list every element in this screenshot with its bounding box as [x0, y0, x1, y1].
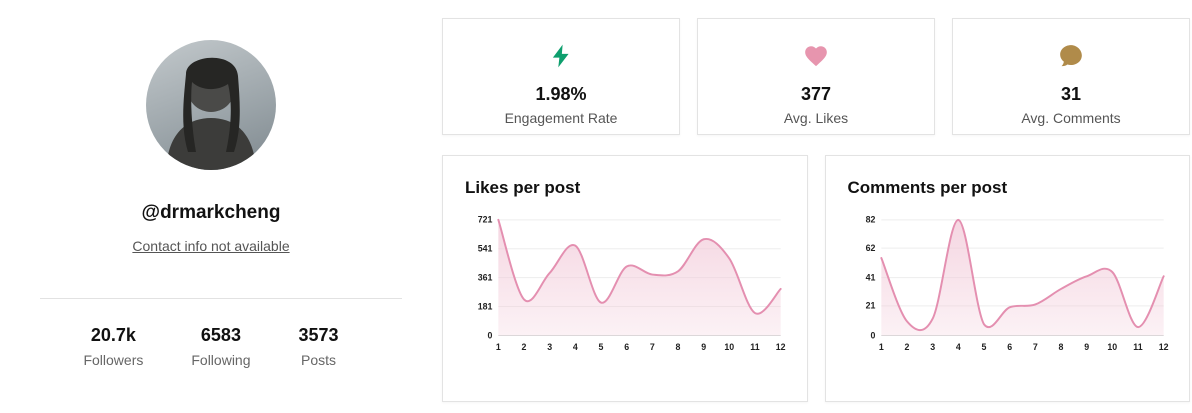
comments-chart: 0 21 41 62 82 1 2 3 4 5 6 7 8 9 10 11 12 — [848, 212, 1172, 357]
profile-divider — [40, 298, 402, 299]
svg-text:5: 5 — [981, 342, 986, 352]
avg-likes-label: Avg. Likes — [783, 110, 849, 126]
comment-icon — [1058, 43, 1084, 69]
svg-text:1: 1 — [878, 342, 883, 352]
svg-text:7: 7 — [650, 342, 655, 352]
posts-count: 3573 — [298, 325, 339, 345]
svg-text:10: 10 — [724, 342, 734, 352]
svg-text:6: 6 — [624, 342, 629, 352]
engagement-rate-label: Engagement Rate — [504, 110, 618, 126]
avg-likes-card: 377 Avg. Likes — [697, 18, 935, 135]
svg-text:541: 541 — [478, 244, 493, 254]
avg-comments-value: 31 — [1060, 84, 1082, 104]
avg-likes-value: 377 — [800, 84, 832, 104]
profile-stats: 20.7k Followers 6583 Following 3573 Post… — [0, 325, 422, 368]
comments-chart-title: Comments per post — [847, 178, 1008, 197]
likes-chart-title: Likes per post — [465, 178, 581, 197]
svg-text:11: 11 — [1133, 342, 1142, 352]
avg-comments-card: 31 Avg. Comments — [952, 18, 1190, 135]
profile-panel: @drmarkcheng Contact info not available … — [0, 0, 422, 413]
svg-text:12: 12 — [776, 342, 786, 352]
svg-text:21: 21 — [865, 301, 875, 311]
svg-text:82: 82 — [865, 215, 875, 225]
stat-posts: 3573 Posts — [299, 325, 339, 368]
svg-text:9: 9 — [701, 342, 706, 352]
svg-text:9: 9 — [1084, 342, 1089, 352]
stat-following: 6583 Following — [191, 325, 250, 368]
svg-text:5: 5 — [599, 342, 604, 352]
engagement-rate-value: 1.98% — [535, 84, 587, 104]
following-count: 6583 — [200, 325, 241, 345]
svg-text:6: 6 — [1007, 342, 1012, 352]
svg-text:721: 721 — [478, 215, 493, 225]
svg-text:4: 4 — [955, 342, 960, 352]
engagement-rate-card: 1.98% Engagement Rate — [442, 18, 680, 135]
svg-text:41: 41 — [865, 273, 875, 283]
svg-text:0: 0 — [870, 330, 875, 340]
followers-label: Followers — [83, 352, 144, 368]
lightning-icon — [548, 43, 574, 69]
svg-text:361: 361 — [478, 272, 493, 282]
contact-info-link: Contact info not available — [132, 238, 290, 254]
likes-per-post-card: Likes per post 0 181 361 541 721 1 2 3 4 5 6 7 8 9 10 1… — [442, 155, 808, 402]
svg-text:3: 3 — [547, 342, 552, 352]
posts-label: Posts — [301, 352, 337, 368]
svg-text:11: 11 — [750, 342, 759, 352]
followers-count: 20.7k — [90, 325, 136, 345]
heart-icon — [803, 43, 829, 69]
svg-text:3: 3 — [930, 342, 935, 352]
svg-text:8: 8 — [1058, 342, 1063, 352]
likes-chart: 0 181 361 541 721 1 2 3 4 5 6 7 8 9 10 11 12 — [465, 212, 789, 357]
metrics-area: 1.98% Engagement Rate 377 Avg. Likes — [442, 18, 1190, 402]
svg-text:1: 1 — [496, 342, 501, 352]
svg-text:0: 0 — [488, 330, 493, 340]
avg-comments-label: Avg. Comments — [1021, 110, 1121, 126]
following-label: Following — [191, 352, 251, 368]
svg-text:7: 7 — [1032, 342, 1037, 352]
svg-text:2: 2 — [522, 342, 527, 352]
avatar — [146, 40, 276, 170]
svg-text:8: 8 — [676, 342, 681, 352]
svg-text:181: 181 — [478, 301, 493, 311]
svg-text:10: 10 — [1107, 342, 1117, 352]
summary-cards-row: 1.98% Engagement Rate 377 Avg. Likes — [442, 18, 1190, 135]
avatar-silhouette — [166, 57, 256, 170]
svg-text:62: 62 — [865, 243, 875, 253]
comments-per-post-card: Comments per post 0 21 41 62 82 1 2 3 4 5 6 7 8 9 10 11… — [824, 155, 1190, 402]
profile-username: @drmarkcheng — [141, 202, 281, 223]
svg-text:2: 2 — [904, 342, 909, 352]
charts-row: Likes per post 0 181 361 541 721 1 2 3 4 5 6 7 8 9 10 1… — [442, 155, 1190, 402]
stat-followers: 20.7k Followers — [83, 325, 143, 368]
svg-text:12: 12 — [1158, 342, 1168, 352]
svg-text:4: 4 — [573, 342, 578, 352]
